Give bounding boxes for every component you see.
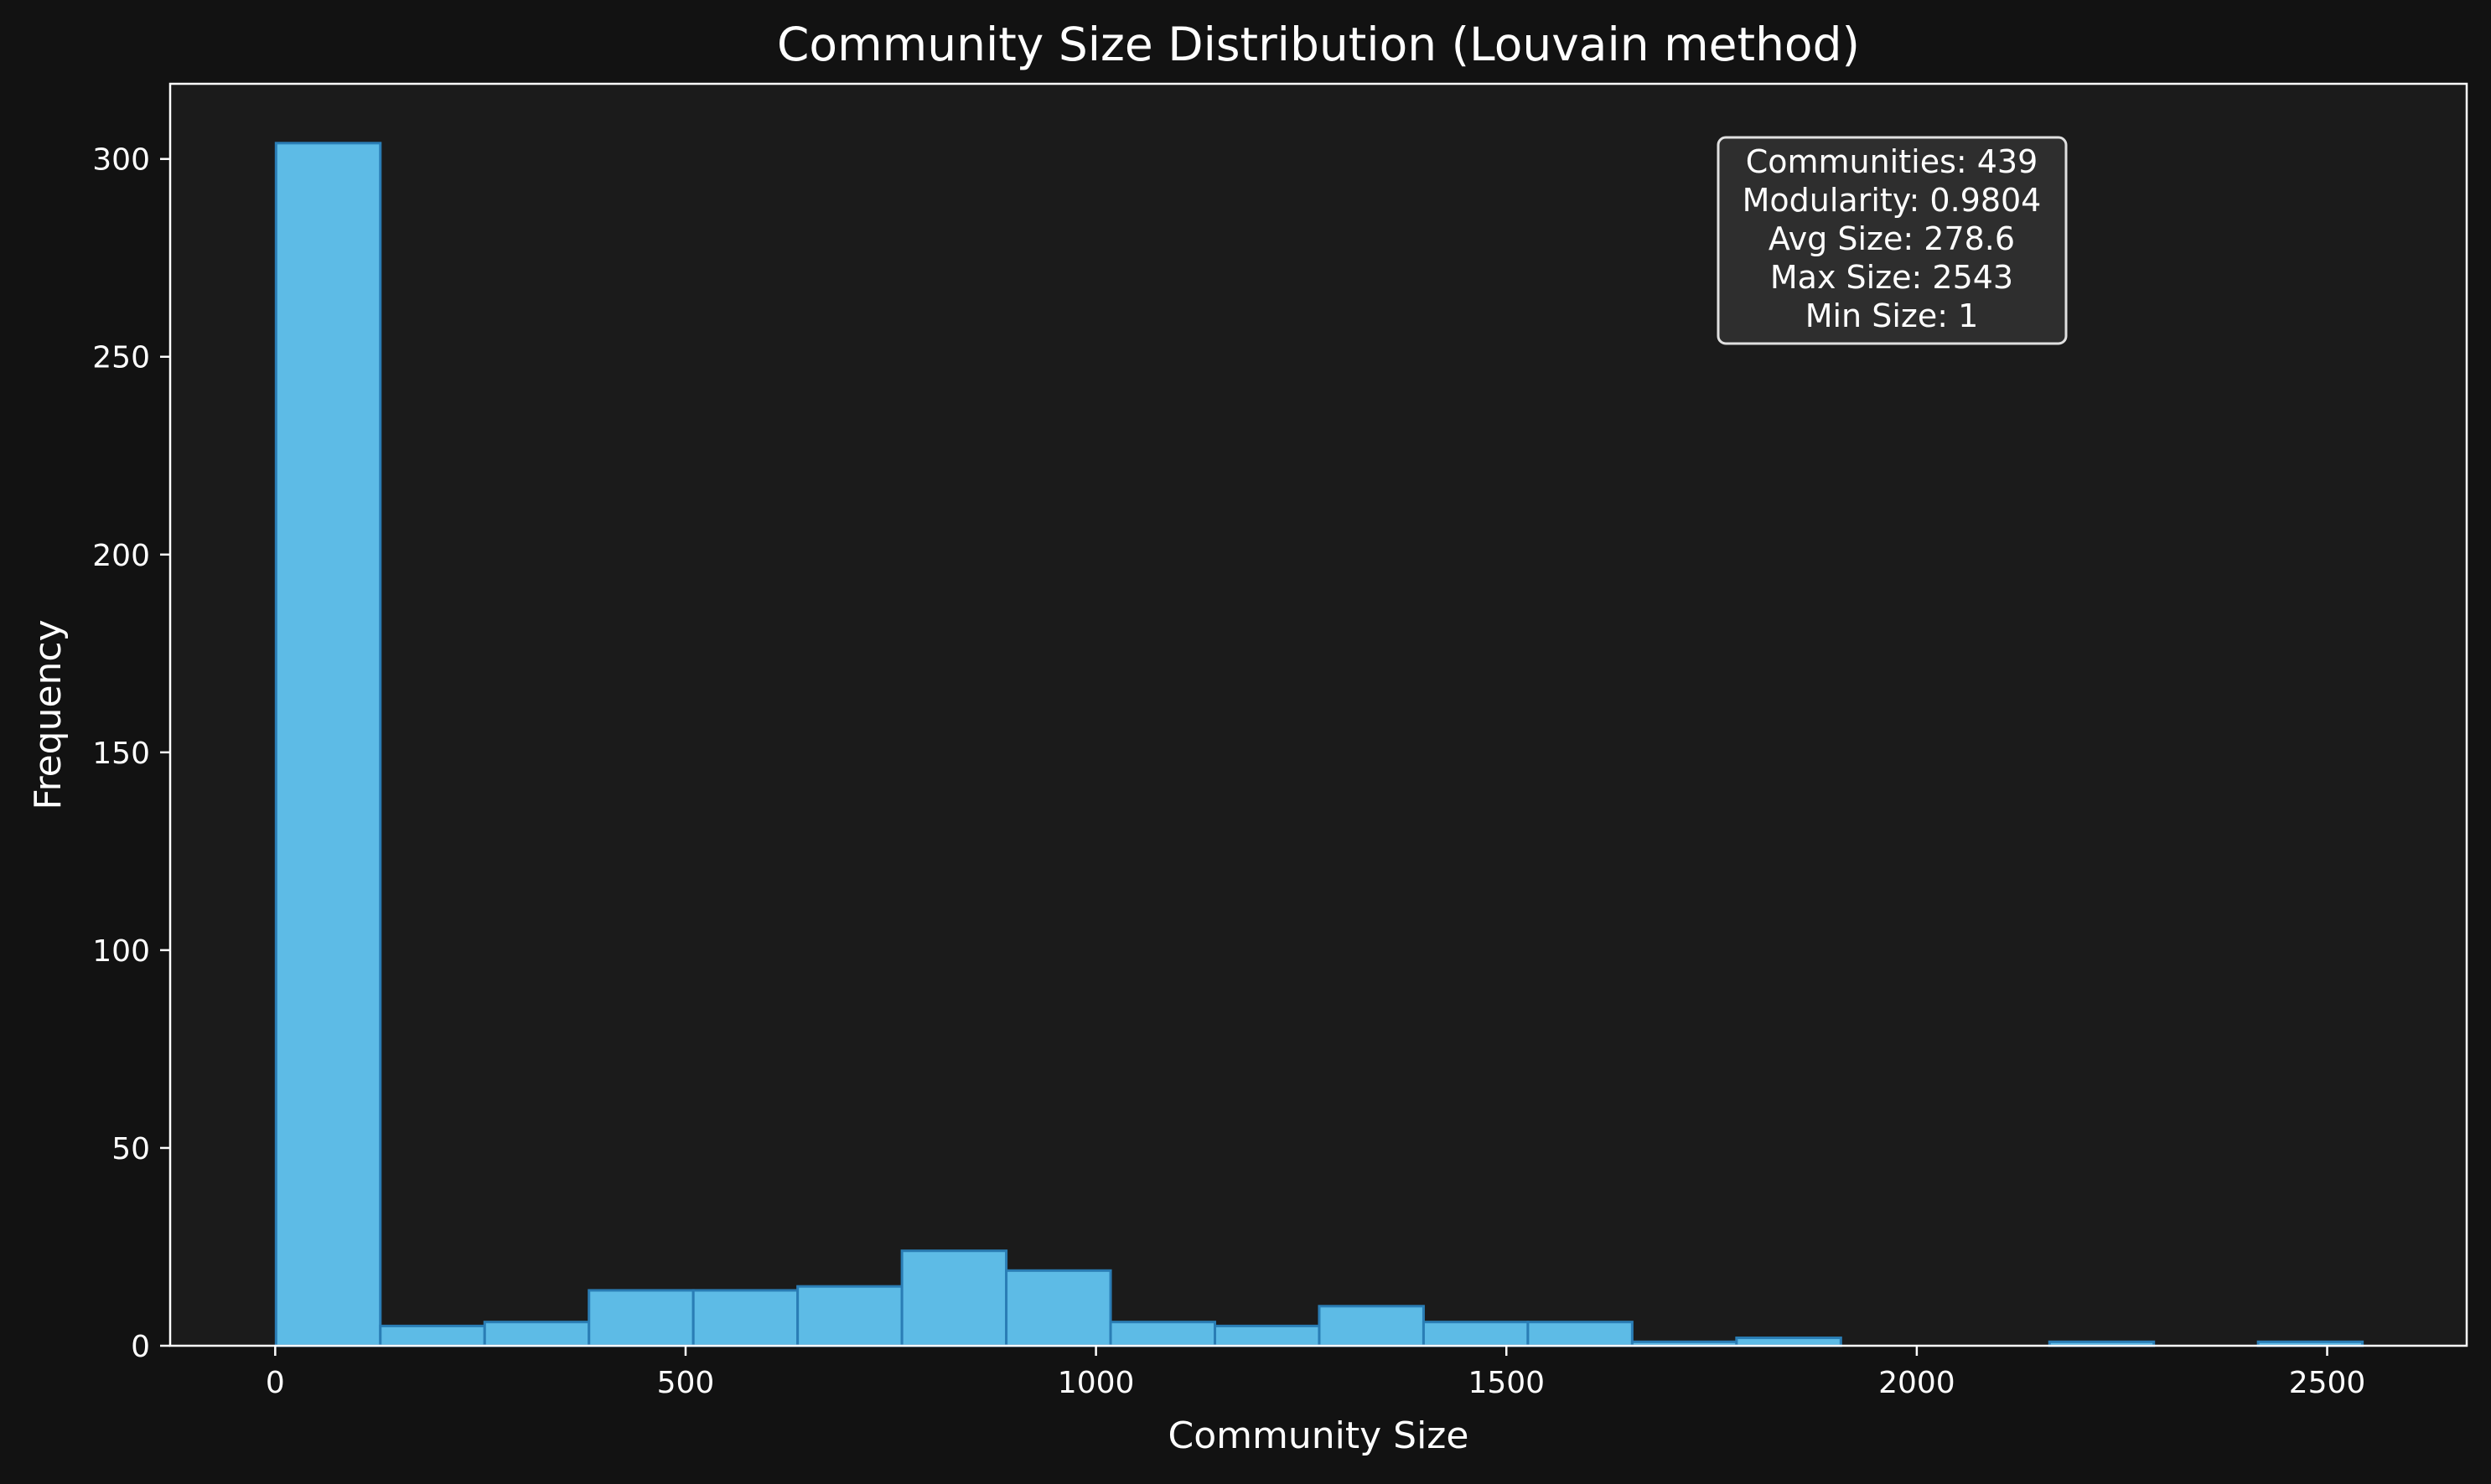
x-tick-label: 1000 xyxy=(1058,1366,1135,1400)
y-tick-label: 250 xyxy=(92,341,150,375)
histogram-bar xyxy=(379,1324,486,1347)
y-axis-label: Frequency xyxy=(27,619,70,809)
x-tick-label: 2500 xyxy=(2289,1366,2366,1400)
histogram-bar xyxy=(274,142,382,1347)
histogram-bar xyxy=(1422,1321,1530,1347)
histogram-bar xyxy=(1318,1305,1425,1347)
histogram-bar xyxy=(1005,1269,1112,1347)
stats-min-size: Min Size: 1 xyxy=(1805,297,1979,334)
stats-max-size: Max Size: 2543 xyxy=(1770,259,2013,296)
y-tick-label: 0 xyxy=(131,1330,150,1364)
y-axis-ticks: 0 50 100 150 200 250 300 xyxy=(92,143,170,1364)
histogram-bar xyxy=(1735,1337,1842,1347)
histogram-bar xyxy=(1526,1321,1634,1347)
x-tick-label: 1500 xyxy=(1468,1366,1545,1400)
stats-avg-size: Avg Size: 278.6 xyxy=(1769,220,2015,257)
stats-modularity: Modularity: 0.9804 xyxy=(1743,182,2042,219)
histogram-bars xyxy=(274,142,2364,1347)
x-axis-label: Community Size xyxy=(1168,1414,1469,1457)
histogram-bar xyxy=(588,1289,695,1347)
y-tick-label: 100 xyxy=(92,934,150,969)
x-tick-label: 500 xyxy=(657,1366,715,1400)
y-tick-label: 150 xyxy=(92,737,150,771)
stats-communities: Communities: 439 xyxy=(1746,143,2038,180)
histogram-bar xyxy=(796,1285,904,1347)
x-tick-label: 0 xyxy=(266,1366,285,1400)
chart-title: Community Size Distribution (Louvain met… xyxy=(777,18,1860,71)
y-tick-label: 200 xyxy=(92,539,150,573)
stats-box-background xyxy=(1717,136,2068,345)
histogram-bar xyxy=(483,1321,591,1347)
histogram-bar xyxy=(900,1249,1008,1347)
plot-area xyxy=(170,84,2467,1346)
plot-frame xyxy=(168,82,2468,1347)
histogram-bar xyxy=(691,1289,800,1347)
x-axis-ticks: 0 500 1000 1500 2000 2500 xyxy=(266,1346,2365,1400)
y-tick-label: 300 xyxy=(92,143,150,178)
x-tick-label: 2000 xyxy=(1878,1366,1955,1400)
y-tick-label: 50 xyxy=(111,1132,150,1166)
histogram-bar xyxy=(1109,1321,1217,1347)
stats-box: Communities: 439 Modularity: 0.9804 Avg … xyxy=(1717,136,2068,345)
histogram-bar xyxy=(1214,1324,1321,1347)
